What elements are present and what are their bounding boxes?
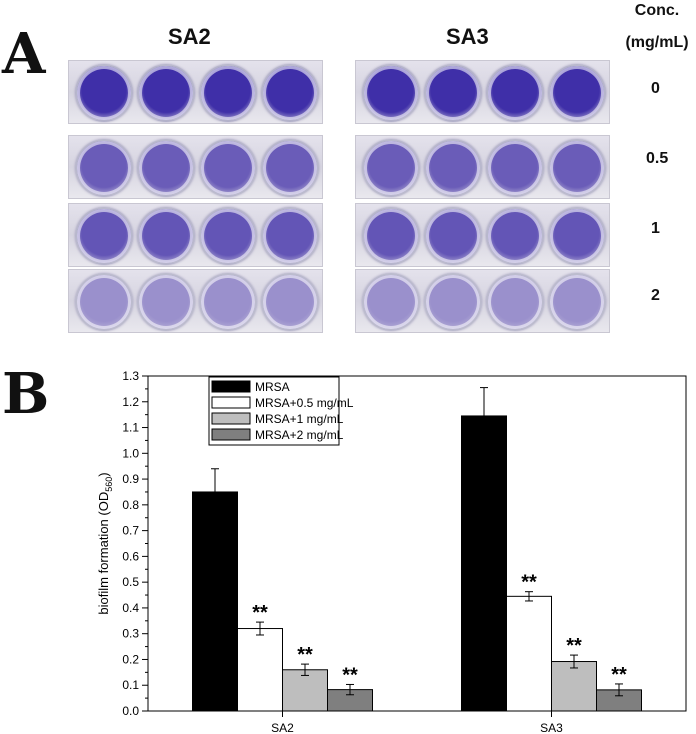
well: [424, 64, 482, 122]
x-tick-label-sa3: SA3: [540, 721, 563, 734]
y-tick-label: 0.4: [122, 601, 139, 615]
well: [137, 64, 195, 122]
well: [137, 207, 195, 265]
well: [261, 273, 319, 331]
plate-strip-sa2-2: [68, 203, 323, 267]
well: [486, 273, 544, 331]
well: [199, 207, 257, 265]
plate-strip-sa2-3: [68, 269, 323, 333]
legend-swatch: [211, 380, 251, 393]
y-tick-label: 0.6: [122, 549, 139, 563]
plate-strip-sa3-3: [355, 269, 610, 333]
y-tick-label: 1.1: [122, 421, 139, 435]
significance-label: **: [342, 664, 358, 686]
significance-label: **: [611, 664, 627, 686]
y-tick-label: 0.5: [122, 575, 139, 589]
panel-b-label: B: [2, 361, 50, 427]
well: [199, 64, 257, 122]
significance-label: **: [297, 644, 313, 666]
legend-swatch: [211, 412, 251, 425]
bar: [282, 669, 328, 712]
conc-header-line1: Conc.: [634, 2, 680, 19]
well: [548, 64, 606, 122]
y-tick-label: 1.2: [122, 395, 139, 409]
well: [137, 273, 195, 331]
significance-label: **: [566, 635, 582, 657]
conc-label-1: 0.5: [646, 150, 669, 167]
well: [199, 273, 257, 331]
legend-swatch: [211, 396, 251, 409]
well: [424, 207, 482, 265]
y-tick-label: 1.3: [122, 369, 139, 383]
well: [424, 273, 482, 331]
y-tick-label: 0.2: [122, 652, 139, 666]
well: [75, 64, 133, 122]
conc-label-3: 2: [651, 287, 660, 304]
well: [486, 139, 544, 197]
well: [199, 139, 257, 197]
well: [75, 139, 133, 197]
y-tick-label: 0.8: [122, 498, 139, 512]
y-tick-label: 0.1: [122, 678, 139, 692]
x-tick-label-sa2: SA2: [271, 721, 294, 734]
conc-label-2: 1: [651, 220, 660, 237]
legend-label: MRSA+0.5 mg/mL: [255, 396, 354, 410]
well: [548, 139, 606, 197]
well: [75, 207, 133, 265]
plate-strip-sa2-1: [68, 135, 323, 199]
legend-label: MRSA: [255, 380, 290, 394]
conc-label-0: 0: [651, 80, 660, 97]
significance-label: **: [521, 572, 537, 594]
y-tick-label: 0.0: [122, 704, 139, 718]
y-tick-label: 0.7: [122, 524, 139, 538]
column-header-sa2: SA2: [168, 24, 211, 49]
well: [261, 139, 319, 197]
well: [137, 139, 195, 197]
legend-label: MRSA+1 mg/mL: [255, 412, 344, 426]
bar: [551, 661, 597, 712]
conc-header-line2: (mg/mL): [625, 34, 689, 51]
well: [486, 207, 544, 265]
y-tick-label: 0.3: [122, 627, 139, 641]
plate-strip-sa3-0: [355, 60, 610, 124]
well: [362, 207, 420, 265]
legend-label: MRSA+2 mg/mL: [255, 428, 344, 442]
well: [261, 207, 319, 265]
y-axis-label: biofilm formation (OD560): [96, 472, 114, 614]
bar: [506, 595, 552, 712]
y-tick-label: 0.9: [122, 472, 139, 486]
well: [424, 139, 482, 197]
plate-strip-sa2-0: [68, 60, 323, 124]
well: [486, 64, 544, 122]
well: [362, 139, 420, 197]
y-tick-label: 1.0: [122, 446, 139, 460]
well: [548, 273, 606, 331]
bar: [192, 491, 238, 712]
well: [548, 207, 606, 265]
bar: [237, 628, 283, 712]
plate-strip-sa3-2: [355, 203, 610, 267]
well: [362, 64, 420, 122]
well: [261, 64, 319, 122]
well: [362, 273, 420, 331]
legend-swatch: [211, 428, 251, 441]
well: [75, 273, 133, 331]
column-header-sa3: SA3: [446, 24, 489, 49]
panel-a-label: A: [2, 21, 46, 87]
significance-label: **: [252, 602, 268, 624]
bar: [461, 415, 507, 712]
plate-strip-sa3-1: [355, 135, 610, 199]
